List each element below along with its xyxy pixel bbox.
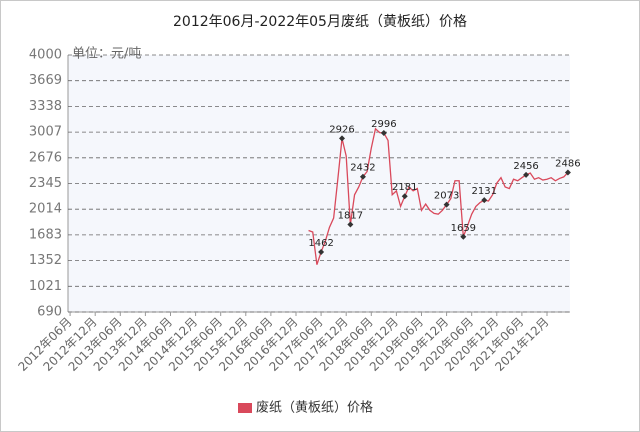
y-tick-label: 1683	[29, 227, 62, 242]
y-tick-label: 2676	[29, 150, 62, 165]
y-tick-label: 2345	[29, 176, 62, 191]
y-tick-label: 1021	[29, 279, 62, 294]
point-marker	[401, 193, 408, 200]
y-tick-label: 1352	[29, 253, 62, 268]
y-tick-label: 2014	[29, 202, 62, 217]
point-marker	[380, 129, 387, 136]
point-marker	[318, 249, 325, 256]
chart-title: 2012年06月-2022年05月废纸（黄板纸）价格	[173, 13, 467, 30]
point-marker	[339, 135, 346, 142]
legend-swatch	[238, 403, 252, 413]
point-marker	[481, 197, 488, 204]
data-label: 2926	[329, 124, 354, 135]
legend-label: 废纸（黄板纸）价格	[256, 400, 373, 416]
point-marker	[564, 169, 571, 176]
point-marker	[443, 201, 450, 208]
data-label: 2456	[513, 161, 538, 172]
data-label: 2073	[434, 191, 459, 202]
y-tick-label: 3338	[29, 99, 62, 114]
point-marker	[359, 173, 366, 180]
data-label: 2432	[350, 163, 375, 174]
data-label: 1659	[451, 223, 476, 234]
data-label: 2131	[472, 186, 497, 197]
y-tick-label: 690	[37, 305, 62, 320]
y-tick-label: 3669	[29, 73, 62, 88]
data-label: 1462	[308, 238, 333, 249]
y-tick-label: 4000	[29, 48, 62, 63]
point-marker	[460, 233, 467, 240]
point-marker	[523, 171, 530, 178]
data-label: 1817	[338, 210, 363, 221]
y-tick-label: 3007	[29, 125, 62, 140]
data-label: 2996	[371, 119, 396, 130]
data-label: 2486	[555, 159, 580, 170]
plot-area	[68, 55, 570, 312]
y-unit-label: 单位：元/吨	[72, 47, 141, 62]
point-marker	[347, 221, 354, 228]
data-label: 2181	[392, 182, 417, 193]
